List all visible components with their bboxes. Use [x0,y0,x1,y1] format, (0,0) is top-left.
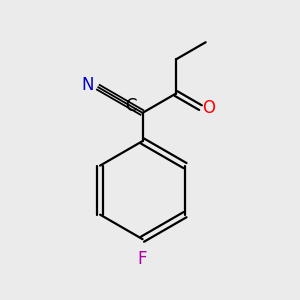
Text: F: F [138,250,147,268]
Text: N: N [82,76,94,94]
Text: O: O [202,99,215,117]
Text: C: C [125,97,136,115]
